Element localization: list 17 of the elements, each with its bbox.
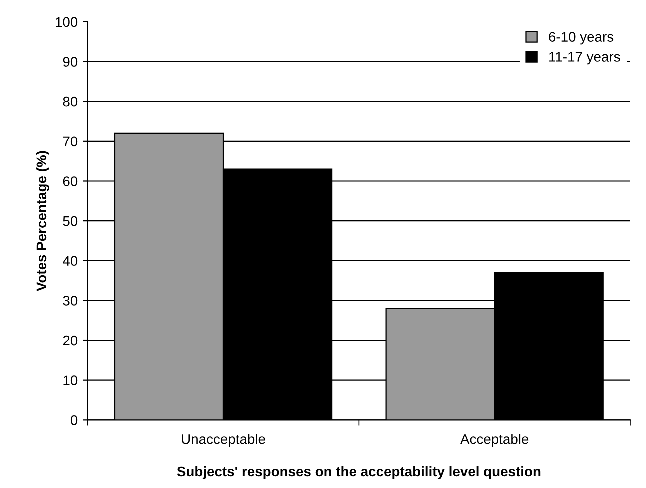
y-tick-label: 90: [63, 57, 78, 67]
legend-label: 6-10 years: [549, 32, 614, 45]
y-tick-label: 30: [63, 296, 78, 306]
legend-label: 11-17 years: [550, 52, 620, 65]
x-axis-title: Subjects' responses on the acceptability level question: [177, 466, 541, 480]
x-tick-label: Unacceptable: [182, 434, 266, 448]
y-tick-label: 80: [63, 96, 78, 107]
y-axis-title: Votes Percentage (%): [36, 151, 50, 292]
y-tick-label: 40: [63, 256, 78, 266]
x-tick-label: Acceptable: [460, 434, 529, 448]
y-tick-label: 60: [63, 176, 78, 186]
y-tick-label: 0: [70, 416, 78, 426]
y-tick-label: 10: [64, 376, 78, 386]
y-tick-label: 20: [63, 336, 78, 346]
y-tick-label: 70: [63, 136, 78, 147]
y-tick-label: 100: [56, 17, 78, 28]
y-tick-label: 50: [63, 216, 78, 226]
